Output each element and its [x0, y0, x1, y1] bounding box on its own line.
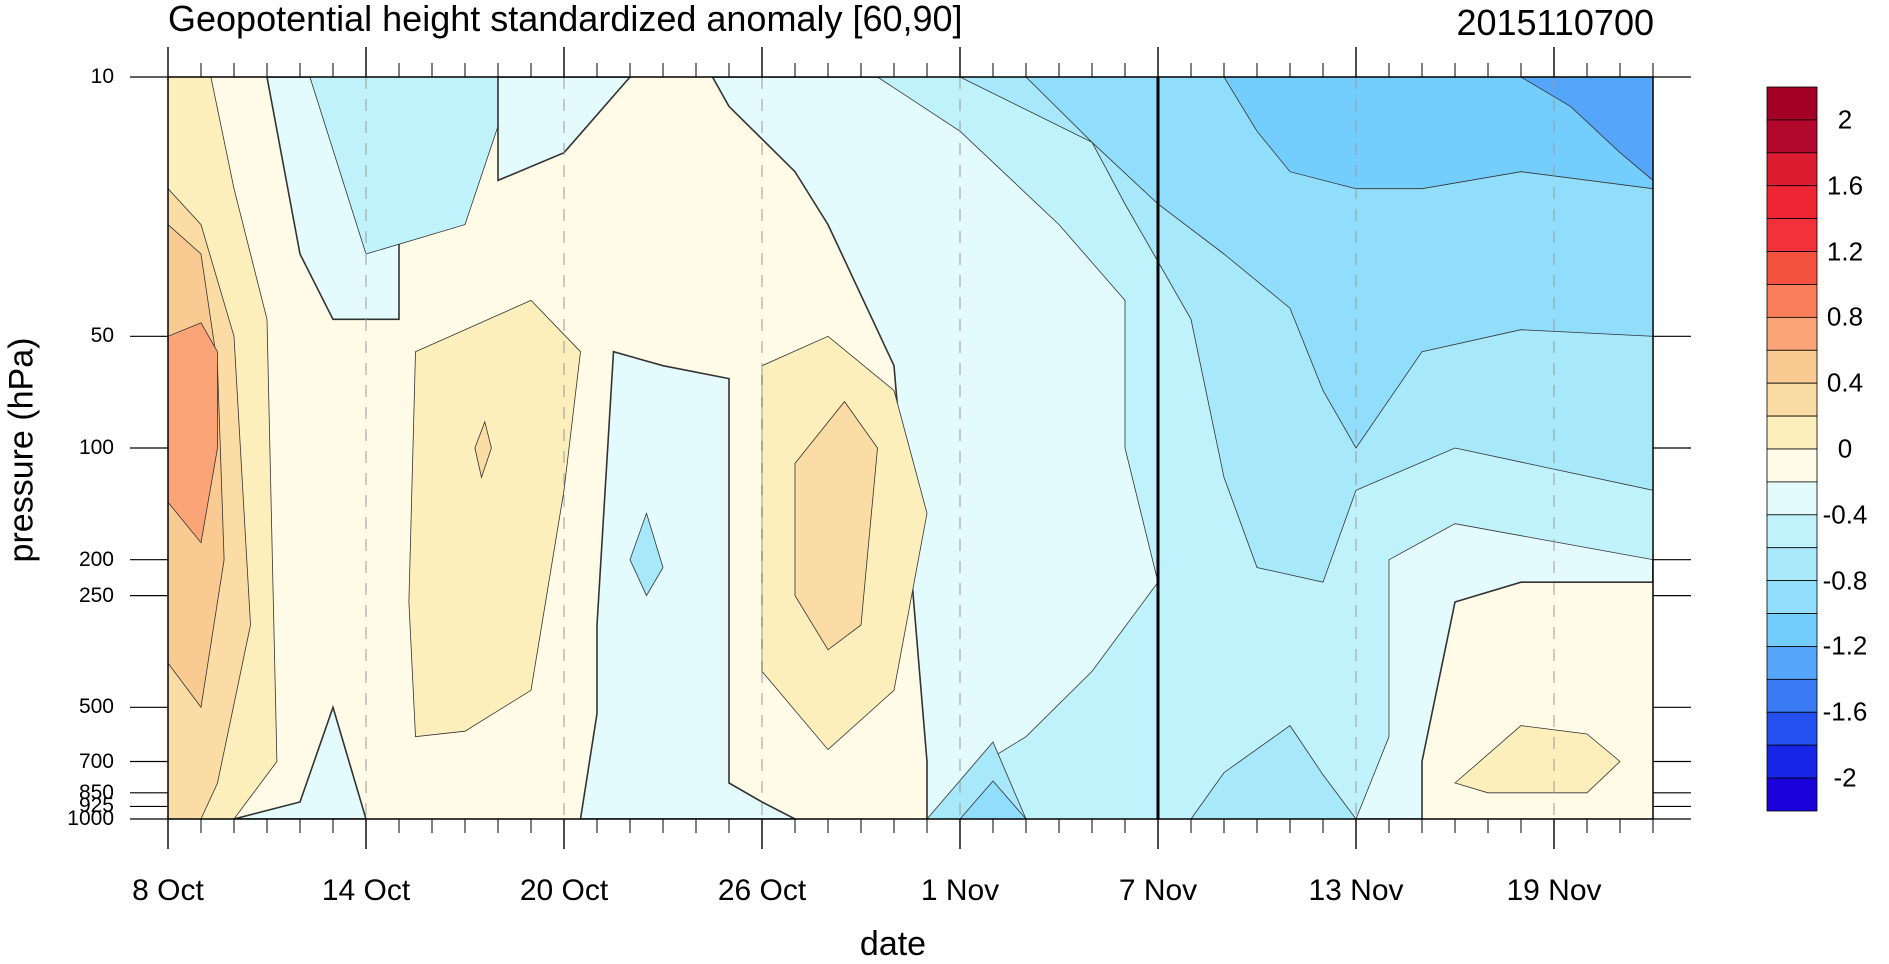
colorbar-swatch	[1766, 382, 1818, 417]
colorbar-label: 0	[1837, 433, 1853, 464]
colorbar-swatch	[1766, 678, 1818, 713]
y-tick-label: 1000	[67, 807, 114, 830]
y-tick-label: 50	[90, 324, 114, 348]
colorbar-label: 0.8	[1826, 301, 1864, 332]
x-tick-label: 1 Nov	[920, 874, 1000, 907]
colorbar-swatch	[1766, 646, 1818, 680]
x-tick-label: 8 Oct	[132, 874, 204, 907]
y-tick-label: 850	[78, 780, 114, 804]
colorbar-swatch	[1766, 86, 1818, 121]
colorbar-swatch	[1766, 580, 1818, 614]
x-axis-title: date	[859, 925, 927, 963]
colorbar-swatch	[1766, 547, 1818, 582]
colorbar-swatch	[1766, 251, 1818, 285]
contour-region	[168, 322, 218, 544]
colorbar-swatch	[1766, 613, 1818, 647]
colorbar-swatch	[1766, 185, 1818, 220]
x-tick-label: 19 Nov	[1506, 874, 1602, 907]
chart-date-stamp: 2015110700	[1456, 2, 1654, 43]
contour-region	[408, 299, 581, 738]
contour-region	[1223, 77, 1653, 190]
colorbar-label: -1.6	[1822, 696, 1868, 727]
colorbar-swatch	[1766, 448, 1818, 483]
contour-region	[794, 400, 878, 651]
colorbar-swatch	[1766, 514, 1818, 549]
colorbar-swatch	[1766, 415, 1818, 450]
colorbar-label: 1.2	[1826, 236, 1864, 267]
contour-region	[1454, 725, 1621, 794]
y-tick-label: 100	[78, 436, 114, 459]
y-tick-label: 200	[78, 547, 114, 571]
x-tick-label: 7 Nov	[1118, 874, 1198, 907]
contour-region	[474, 420, 492, 479]
x-tick-label: 20 Oct	[519, 874, 609, 907]
contour-region	[233, 704, 367, 819]
y-axis-title: pressure (hPa)	[2, 337, 41, 563]
colorbar-label: -0.4	[1822, 499, 1868, 530]
colorbar-label: -0.8	[1822, 565, 1868, 596]
contour-region	[1190, 725, 1357, 819]
colorbar-swatch	[1766, 711, 1818, 746]
contour-region	[309, 77, 515, 255]
contour-region	[1520, 77, 1653, 181]
colorbar-label: -2	[1833, 762, 1857, 793]
contour-region	[959, 780, 1027, 819]
colorbar-swatch	[1766, 744, 1818, 779]
contour-region	[579, 350, 796, 819]
colorbar-swatch	[1766, 316, 1818, 351]
colorbar-swatch	[1766, 218, 1818, 252]
colorbar-label: 1.6	[1826, 170, 1864, 201]
colorbar-swatch	[1766, 284, 1818, 318]
colorbar-swatch	[1766, 152, 1818, 187]
colorbar-label: 2	[1837, 104, 1853, 135]
colorbar-swatch	[1766, 349, 1818, 384]
colorbar-swatch	[1766, 481, 1818, 516]
contour-region	[629, 512, 664, 597]
y-tick-label: 250	[78, 583, 114, 607]
y-tick-label: 925	[78, 794, 114, 818]
colorbar-label: -1.2	[1822, 630, 1868, 661]
colorbar-label: 0.4	[1826, 367, 1864, 398]
x-tick-label: 26 Oct	[717, 874, 807, 907]
colorbar-swatch	[1766, 119, 1818, 154]
colorbar-swatch	[1766, 777, 1818, 812]
y-tick-label: 500	[78, 695, 114, 719]
chart-title: Geopotential height standardized anomaly…	[168, 0, 963, 39]
y-tick-label: 10	[90, 65, 114, 88]
y-tick-label: 700	[78, 749, 114, 773]
x-tick-label: 14 Oct	[321, 874, 411, 907]
x-tick-label: 13 Nov	[1308, 874, 1404, 907]
